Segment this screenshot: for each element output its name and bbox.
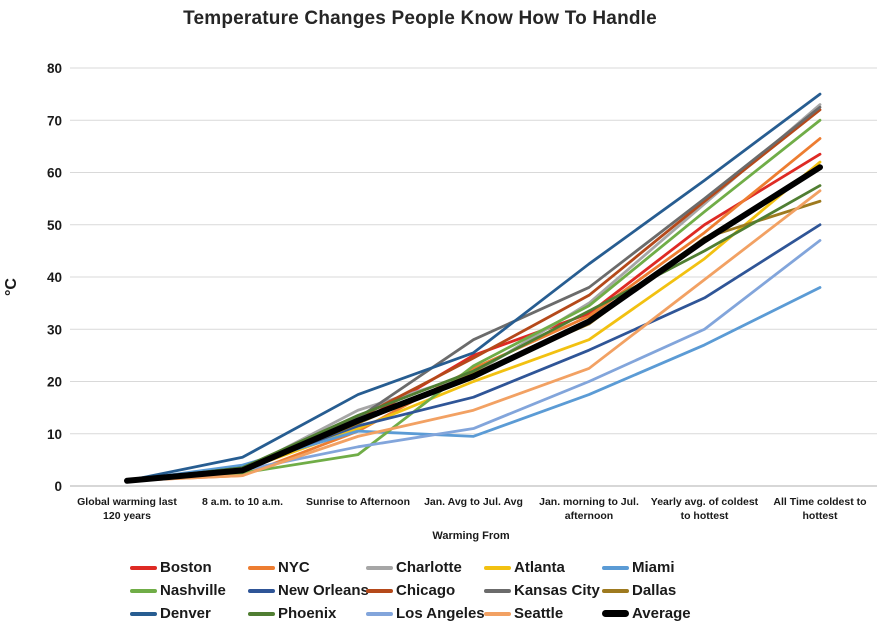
series-line-denver (125, 92, 822, 483)
series-line-nashville (125, 118, 822, 483)
legend-item-atlanta: Atlanta (484, 560, 602, 575)
legend-swatch (130, 588, 157, 593)
legend-item-seattle: Seattle (484, 606, 602, 621)
legend-label: Chicago (396, 582, 456, 599)
legend-item-chicago: Chicago (366, 583, 484, 598)
legend-item-miami: Miami (602, 560, 720, 575)
y-tick-label: 40 (47, 270, 62, 285)
legend-swatch (602, 588, 629, 593)
y-tick-label: 70 (47, 113, 62, 128)
x-tick-label: to hottest (681, 510, 729, 522)
legend-label: Atlanta (514, 559, 565, 576)
chart-legend: Boston NYC Charlotte Atlanta Miami Nashville N… (130, 556, 720, 625)
x-tick-label: Global warming last (77, 496, 177, 508)
legend-label: Average (632, 605, 691, 622)
legend-item-charlotte: Charlotte (366, 560, 484, 575)
series-line-charlotte (125, 103, 822, 483)
y-tick-label: 10 (47, 427, 62, 442)
legend-swatch (130, 611, 157, 616)
legend-label: Seattle (514, 605, 564, 622)
x-axis-title: Warming From (432, 530, 509, 542)
x-tick-label: 120 years (103, 510, 151, 522)
legend-label: Los Angeles (396, 605, 485, 622)
legend-label: Boston (160, 559, 212, 576)
chart-canvas: 0 10 20 30 40 50 60 70 80 °C Global warming last 12… (3, 61, 877, 542)
y-tick-label: 60 (47, 166, 62, 181)
legend-label: NYC (278, 559, 310, 576)
legend-label: Miami (632, 559, 675, 576)
legend-label: New Orleans (278, 582, 369, 599)
series-line-average (124, 164, 823, 484)
series-line-kansas-city (125, 105, 822, 483)
legend-label: Nashville (160, 582, 226, 599)
legend-swatch (366, 611, 393, 616)
legend-item-nyc: NYC (248, 560, 366, 575)
legend-item-denver: Denver (130, 606, 248, 621)
chart-title: Temperature Changes People Know How To H… (183, 8, 657, 29)
x-tick-label: Sunrise to Afternoon (306, 496, 410, 508)
legend-label: Denver (160, 605, 211, 622)
y-tick-label: 80 (47, 61, 62, 76)
legend-swatch (484, 611, 511, 616)
x-tick-label: Jan. morning to Jul. (539, 496, 639, 508)
legend-label: Phoenix (278, 605, 337, 622)
legend-swatch (484, 588, 511, 593)
series-line-los-angeles (125, 239, 822, 483)
legend-swatch (366, 588, 393, 593)
x-tick-label: All Time coldest to (773, 496, 866, 508)
legend-swatch (130, 565, 157, 570)
series-line-seattle (125, 189, 822, 483)
legend-label: Kansas City (514, 582, 600, 599)
y-tick-label: 0 (54, 479, 62, 494)
legend-swatch (602, 610, 629, 617)
legend-item-phoenix: Phoenix (248, 606, 366, 621)
legend-swatch (602, 565, 629, 570)
x-tick-label: 8 a.m. to 10 a.m. (202, 496, 283, 508)
y-tick-label: 30 (47, 322, 62, 337)
legend-label: Dallas (632, 582, 677, 599)
legend-swatch (484, 565, 511, 570)
legend-item-average: Average (602, 606, 720, 621)
y-tick-label: 50 (47, 218, 62, 233)
legend-swatch (248, 588, 275, 593)
series-line-miami (125, 286, 822, 483)
x-tick-label: hottest (803, 510, 839, 522)
y-axis-title: °C (3, 278, 20, 296)
legend-item-dallas: Dallas (602, 583, 720, 598)
legend-swatch (366, 565, 393, 570)
legend-item-kansas-city: Kansas City (484, 583, 602, 598)
legend-label: Charlotte (396, 559, 462, 576)
x-tick-label: afternoon (565, 510, 613, 522)
x-tick-label: Yearly avg. of coldest (651, 496, 759, 508)
series-line-chicago (125, 108, 822, 483)
legend-item-boston: Boston (130, 560, 248, 575)
legend-swatch (248, 565, 275, 570)
y-tick-label: 20 (47, 375, 62, 390)
legend-item-nashville: Nashville (130, 583, 248, 598)
legend-item-los-angeles: Los Angeles (366, 605, 485, 622)
x-tick-label: Jan. Avg to Jul. Avg (424, 496, 523, 508)
legend-item-new-orleans: New Orleans (248, 582, 369, 599)
legend-swatch (248, 611, 275, 616)
